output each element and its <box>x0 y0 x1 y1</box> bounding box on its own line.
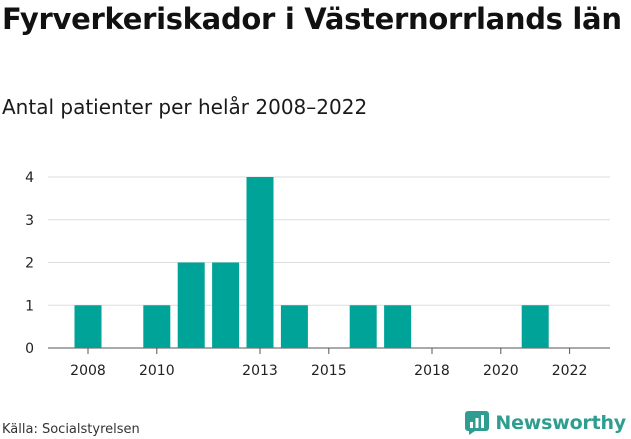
x-tick-label: 2010 <box>139 363 175 379</box>
bar <box>143 305 171 348</box>
x-tick-label: 2018 <box>414 363 450 379</box>
bar <box>177 262 205 348</box>
x-tick-label: 2022 <box>552 363 588 379</box>
x-tick-label: 2013 <box>242 363 278 379</box>
x-tick-label: 2008 <box>70 363 106 379</box>
bar <box>74 305 102 348</box>
brand-name: Newsworthy <box>495 412 626 434</box>
y-tick-label: 1 <box>25 298 34 314</box>
chart-subtitle: Antal patienter per helår 2008–2022 <box>2 95 368 119</box>
y-tick-label: 2 <box>25 256 34 272</box>
bar <box>280 305 308 348</box>
bar <box>246 177 274 348</box>
bar <box>384 305 412 348</box>
y-tick-label: 4 <box>25 170 34 186</box>
bar <box>212 262 240 348</box>
y-tick-label: 0 <box>25 341 34 357</box>
y-tick-label: 3 <box>25 213 34 229</box>
bar <box>349 305 377 348</box>
newsworthy-logo: Newsworthy <box>465 408 626 438</box>
chart-title: Fyrverkeriskador i Västernorrlands län <box>2 2 622 36</box>
x-tick-label: 2015 <box>311 363 347 379</box>
source-note: Källa: Socialstyrelsen <box>2 422 140 437</box>
bar <box>521 305 549 348</box>
newsworthy-icon <box>465 411 490 435</box>
x-tick-label: 2020 <box>483 363 519 379</box>
